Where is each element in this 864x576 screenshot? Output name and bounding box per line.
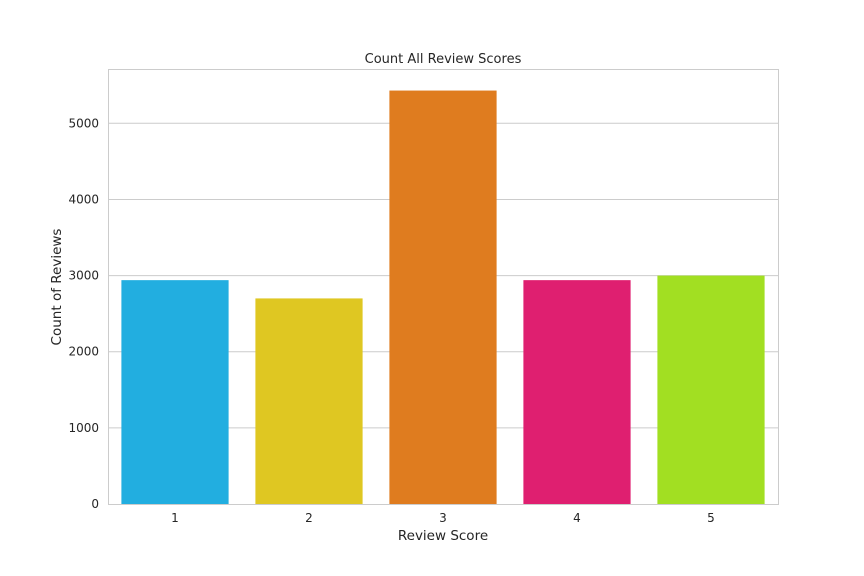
plot-frame (108, 69, 779, 505)
x-tick-labels: 1 2 3 4 5 (171, 511, 715, 525)
chart-title: Count All Review Scores (365, 52, 522, 67)
x-tick-label: 3 (439, 511, 447, 525)
bar-score-4 (523, 280, 631, 504)
x-tick-label: 2 (305, 511, 313, 525)
x-tick-label: 4 (573, 511, 581, 525)
bar-score-5 (657, 275, 765, 504)
bar-score-2 (255, 298, 363, 504)
x-tick-label: 1 (171, 511, 179, 525)
y-tick-label: 3000 (68, 269, 99, 283)
bar-score-3 (389, 90, 497, 504)
x-tick-label: 5 (707, 511, 715, 525)
y-tick-label: 0 (91, 497, 99, 511)
y-tick-label: 2000 (68, 345, 99, 359)
x-axis-label: Review Score (398, 528, 488, 544)
y-tick-label: 5000 (68, 116, 99, 130)
bars (121, 90, 765, 504)
bar-score-1 (121, 280, 229, 504)
y-tick-label: 4000 (68, 192, 99, 206)
y-axis-label: Count of Reviews (49, 229, 65, 346)
y-tick-label: 1000 (68, 421, 99, 435)
y-tick-labels: 0 1000 2000 3000 4000 5000 (68, 116, 99, 511)
